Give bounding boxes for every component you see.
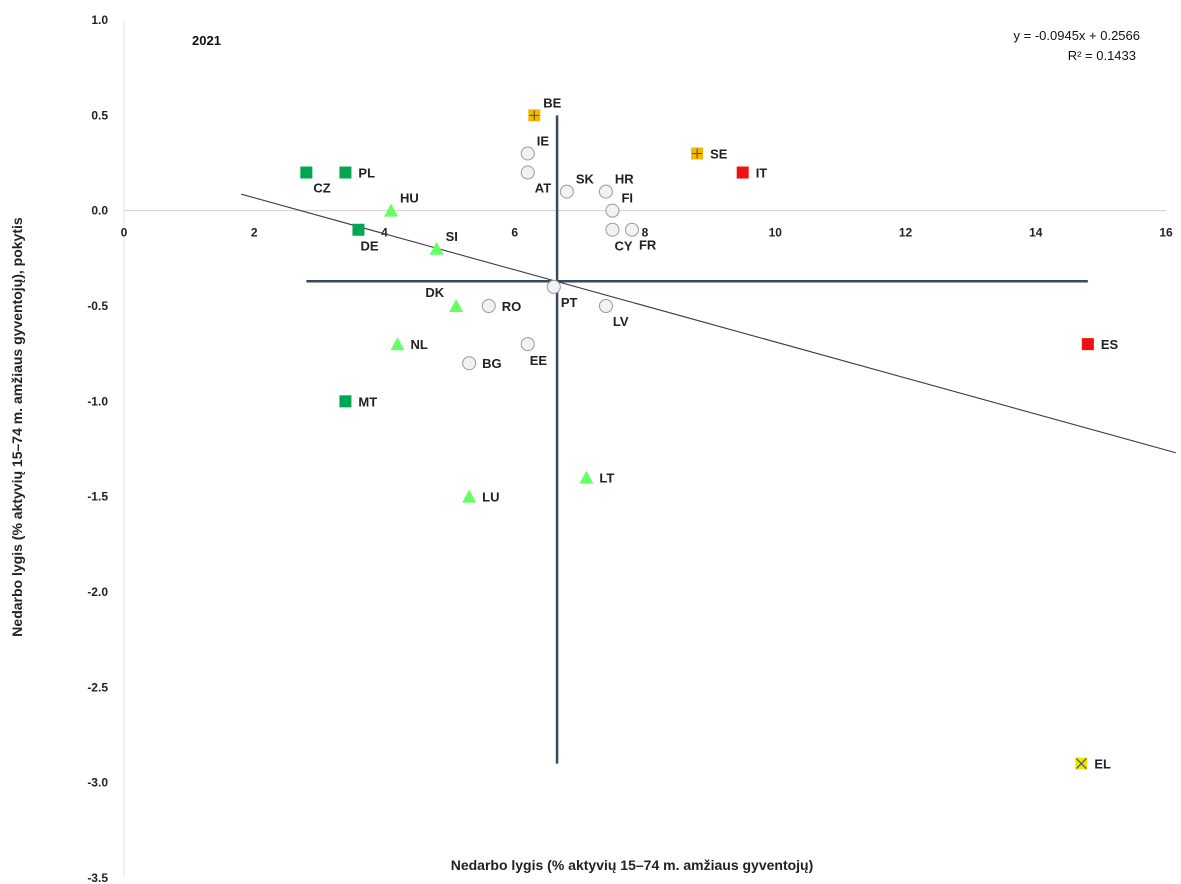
- data-point-triangle: [390, 337, 405, 351]
- data-point-circle: [598, 184, 613, 199]
- data-point-square: [352, 223, 365, 236]
- x-tick-label: 6: [511, 226, 518, 240]
- data-label: HR: [615, 172, 634, 187]
- data-label: EL: [1094, 757, 1111, 772]
- data-points: BE SE IT ES EL CZ PL DE MT HU SI DK NL LT LU IE AT SK HR FI…: [300, 95, 1119, 772]
- data-label: AT: [535, 181, 551, 196]
- data-point-square: [339, 166, 352, 179]
- data-label: FI: [621, 191, 633, 206]
- data-point-triangle: [384, 203, 399, 217]
- data-point-triangle: [579, 470, 594, 484]
- x-tick-label: 14: [1029, 226, 1043, 240]
- data-label: ES: [1101, 337, 1119, 352]
- x-tick-label: 10: [769, 226, 783, 240]
- data-point-circle: [462, 356, 477, 371]
- y-tick-label: -1.0: [87, 394, 108, 408]
- data-point-circle: [520, 165, 535, 180]
- data-point-circle: [520, 146, 535, 161]
- data-label: IE: [537, 133, 550, 148]
- data-label: CZ: [313, 181, 330, 196]
- x-tick-label: 4: [381, 226, 388, 240]
- data-label: BE: [543, 95, 561, 110]
- trendline-equation: y = -0.0945x + 0.2566: [1014, 28, 1140, 43]
- data-label: PL: [358, 166, 375, 181]
- data-label: EE: [530, 353, 548, 368]
- data-point-circle: [559, 184, 574, 199]
- data-label: SI: [446, 229, 458, 244]
- x-tick-label: 16: [1159, 226, 1173, 240]
- x-tick-label: 2: [251, 226, 258, 240]
- y-tick-label: 0.0: [91, 204, 108, 218]
- data-point-plus-mark: [529, 110, 540, 121]
- data-point-triangle: [429, 241, 444, 255]
- reference-lines: [241, 115, 1176, 764]
- axes: 1.0 0.5 0.0 -0.5 -1.0 -1.5 -2.0 -2.5 -3.0 -3.5 0 2 4…: [87, 13, 1173, 884]
- data-point-circle: [598, 299, 613, 313]
- x-tick-label: 0: [121, 226, 128, 240]
- data-label: FR: [639, 238, 657, 253]
- x-tick-label: 8: [642, 226, 649, 240]
- y-tick-label: -3.5: [87, 871, 108, 884]
- data-label: BG: [482, 356, 502, 371]
- x-axis-title: Nedarbo lygis (% aktyvių 15–74 m. amžiau…: [451, 857, 814, 873]
- y-tick-label: -0.5: [87, 299, 108, 313]
- data-label: LV: [613, 314, 629, 329]
- data-point-square: [1081, 338, 1094, 351]
- data-label: IT: [756, 166, 768, 181]
- data-label: MT: [358, 394, 377, 409]
- data-point-square: [300, 166, 313, 179]
- data-point-square: [339, 395, 352, 408]
- data-label: LT: [599, 471, 614, 486]
- data-point-circle: [546, 279, 561, 294]
- data-label: SK: [576, 172, 595, 187]
- data-point-circle: [520, 337, 535, 352]
- y-tick-label: -1.5: [87, 490, 108, 504]
- data-label: HU: [400, 191, 419, 206]
- data-label: DE: [360, 239, 378, 254]
- year-label: 2021: [192, 33, 221, 48]
- data-point-circle: [481, 299, 496, 313]
- y-tick-label: -2.5: [87, 680, 108, 694]
- data-label: LU: [482, 490, 499, 505]
- data-label: DK: [425, 285, 444, 300]
- y-tick-label: -2.0: [87, 585, 108, 599]
- y-axis-title: Nedarbo lygis (% aktyvių 15–74 m. amžiau…: [9, 217, 25, 637]
- y-tick-label: 0.5: [91, 108, 108, 122]
- y-tick-label: 1.0: [91, 13, 108, 27]
- x-tick-label: 12: [899, 226, 913, 240]
- data-label: SE: [710, 146, 728, 161]
- data-point-x-mark: [1075, 758, 1087, 770]
- trendline-r-squared: R² = 0.1433: [1068, 48, 1136, 63]
- data-point-circle: [624, 222, 639, 237]
- data-label: NL: [411, 337, 428, 352]
- data-label: PT: [561, 295, 578, 310]
- data-point-triangle: [462, 489, 477, 503]
- data-point-plus-mark: [692, 148, 703, 159]
- trendline: [241, 193, 1176, 454]
- y-tick-label: -3.0: [87, 776, 108, 790]
- data-point-circle: [605, 222, 620, 237]
- data-point-square: [736, 166, 749, 179]
- data-point-circle: [605, 203, 620, 218]
- data-point-triangle: [449, 299, 464, 312]
- data-label: CY: [614, 239, 632, 254]
- data-label: RO: [502, 299, 522, 314]
